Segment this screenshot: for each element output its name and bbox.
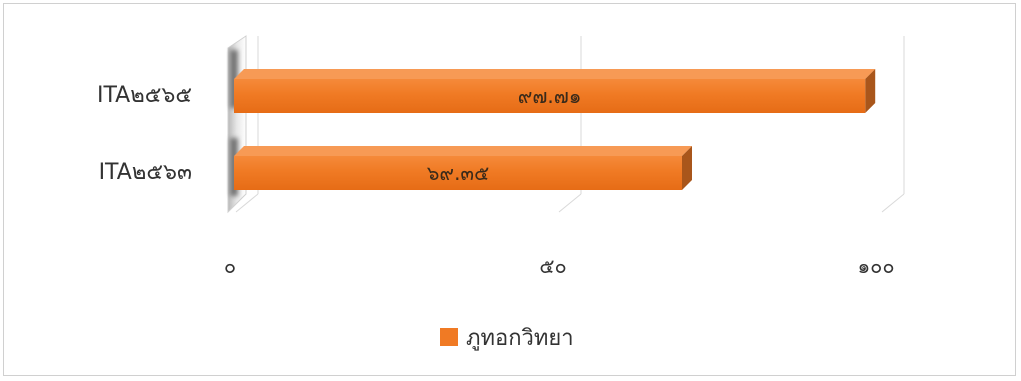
data-label: ๙๗.๗๑ (518, 84, 582, 108)
bar-end-face (865, 69, 876, 113)
legend-swatch (440, 328, 458, 346)
value-axis: ๐ ๕๐ ๑๐๐ (224, 254, 895, 278)
data-label: ๖๙.๓๕ (427, 161, 490, 185)
gridline-floor (881, 193, 905, 213)
legend-label: ภูทอกวิทยา (466, 326, 574, 351)
bar-end-face (682, 146, 693, 190)
bar-top-face (234, 69, 876, 79)
x-tick-label: ๑๐๐ (857, 254, 894, 278)
x-tick-label: ๕๐ (539, 254, 566, 278)
bar: ๖๙.๓๕ (234, 146, 693, 190)
bar-front-face (234, 156, 683, 190)
bar: ๙๗.๗๑ (234, 69, 876, 113)
category-label: ITA๒๕๖๓ (99, 160, 192, 185)
bar-front-face (234, 79, 866, 113)
gridline-floor (558, 193, 582, 213)
bar-top-face (234, 146, 693, 156)
category-axis: ITA๒๕๖๓ ITA๒๕๖๕ (97, 83, 192, 185)
x-tick-label: ๐ (224, 254, 236, 278)
category-label: ITA๒๕๖๕ (97, 83, 192, 108)
gridline-floor (235, 193, 259, 213)
bars: ๖๙.๓๕ ๙๗.๗๑ (234, 69, 876, 190)
legend: ภูทอกวิทยา (440, 326, 574, 351)
